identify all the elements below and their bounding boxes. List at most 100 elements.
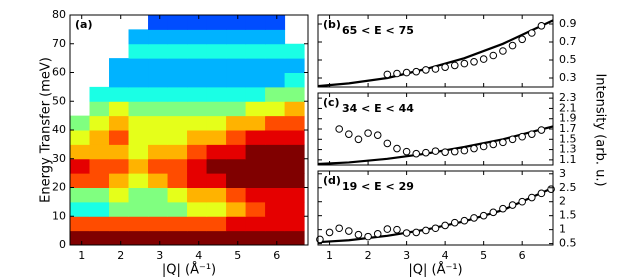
heatmap-cell — [148, 101, 169, 117]
y-tick-label: 20 — [52, 181, 66, 194]
data-point — [470, 144, 478, 153]
y-tick-label: 0 — [59, 238, 66, 251]
data-point — [460, 216, 469, 225]
y-tick-label: 0.7 — [559, 35, 577, 48]
heatmap-cell — [148, 158, 169, 174]
y-tick-label: 30 — [52, 152, 66, 165]
energy-range: 34 < E < 44 — [342, 102, 414, 115]
heatmap-cell — [187, 201, 208, 217]
heatmap-cell — [187, 173, 208, 188]
energy-range: 19 < E < 29 — [342, 180, 414, 193]
heatmap-cell — [206, 101, 227, 117]
heatmap-cell — [245, 115, 266, 131]
heatmap-cell — [148, 43, 169, 59]
heatmap-cell — [284, 144, 305, 160]
data-point — [325, 228, 334, 237]
heatmap-cell — [265, 115, 286, 131]
heatmap-cell — [70, 115, 91, 131]
data-point — [460, 146, 469, 155]
x-axis-label: |Q| (Å⁻¹) — [408, 262, 462, 278]
x-tick-label: 5 — [480, 249, 487, 262]
heatmap-cell — [284, 86, 305, 102]
heatmap-cell — [148, 230, 169, 245]
heatmap-cell — [109, 144, 130, 160]
y-tick-label: 50 — [52, 94, 66, 107]
data-point — [373, 230, 382, 238]
heatmap-cell — [128, 86, 149, 102]
data-point — [402, 68, 411, 77]
heatmap-cell — [167, 101, 188, 117]
heatmap-cell — [226, 72, 247, 88]
y-tick-label: 60 — [52, 66, 66, 79]
data-point — [489, 51, 498, 60]
panel: 1 2 3 4 5 60.511.522.53(d) 19 < E < 29|Q| (Å⁻¹… — [316, 167, 577, 278]
heatmap-cell — [128, 173, 149, 188]
heatmap-cell — [70, 144, 91, 160]
heatmap-cell — [148, 173, 169, 188]
panel-label: (b) — [323, 18, 341, 31]
heatmap-cell — [226, 29, 247, 45]
heatmap-cell — [187, 58, 208, 73]
heatmap-cell — [206, 230, 227, 245]
heatmap-cell — [167, 216, 188, 232]
heatmap-cell — [245, 187, 266, 203]
heatmap-cell — [284, 43, 305, 59]
x-tick-label: 6 — [519, 249, 526, 262]
data-point — [422, 148, 430, 157]
heatmap-cell — [284, 187, 305, 203]
heatmap-cell — [226, 144, 247, 160]
data-point — [345, 227, 353, 235]
heatmap-cell — [167, 86, 188, 102]
heatmap-cell — [265, 158, 286, 174]
y-tick-label: 1 — [559, 223, 566, 236]
y-tick-label: 1.7 — [559, 122, 577, 135]
data-point — [431, 147, 440, 155]
heatmap-cell — [70, 187, 91, 203]
panel-label: (a) — [75, 18, 92, 31]
heatmap-cell — [89, 86, 110, 102]
heatmap-cell — [226, 201, 247, 217]
y-tick-label: 70 — [52, 37, 66, 50]
heatmap-cell — [128, 201, 149, 217]
heatmap-cell — [284, 101, 305, 117]
data-point — [345, 130, 353, 138]
heatmap-cell — [187, 230, 208, 245]
data-point — [518, 35, 526, 44]
heatmap-cell — [89, 187, 110, 203]
x-tick-label: 2 — [117, 249, 124, 262]
heatmap-cell — [265, 29, 286, 45]
heatmap-cell — [167, 130, 188, 145]
y-tick-label: 2.3 — [559, 91, 577, 104]
fit-line — [317, 125, 554, 166]
x-tick-label: 3 — [156, 249, 163, 262]
heatmap-cell — [206, 29, 227, 45]
heatmap-cell — [206, 173, 227, 188]
data-point — [393, 144, 401, 153]
panel: 1.11.31.51.71.92.12.3 (c) 34 < E < 44 Inten… — [317, 73, 608, 187]
heatmap-cell — [265, 15, 286, 30]
data-point — [537, 22, 546, 30]
heatmap-cell — [245, 201, 266, 217]
data-point — [479, 211, 488, 220]
heatmap-cell — [70, 173, 91, 188]
heatmap-cell — [187, 144, 208, 160]
heatmap-cell — [206, 72, 227, 88]
data-point — [412, 228, 421, 237]
data-point — [383, 225, 392, 233]
heatmap-cell — [187, 216, 208, 232]
data-point — [373, 131, 382, 139]
heatmap-cell — [245, 86, 266, 102]
data-point — [528, 29, 536, 37]
y-tick-label: 2.5 — [559, 181, 577, 194]
heatmap-cell — [187, 187, 208, 203]
x-tick-label: 4 — [195, 249, 202, 262]
heatmap-cell — [187, 15, 208, 30]
heatmap-cell — [148, 86, 169, 102]
heatmap-cell — [109, 130, 130, 145]
heatmap-cell — [167, 29, 188, 45]
heatmap-cell — [226, 115, 247, 131]
y-axis-label: Intensity (arb. u.) — [593, 73, 608, 186]
heatmap-cell — [187, 115, 208, 131]
data-point — [450, 61, 459, 70]
heatmap-cell — [167, 201, 188, 217]
